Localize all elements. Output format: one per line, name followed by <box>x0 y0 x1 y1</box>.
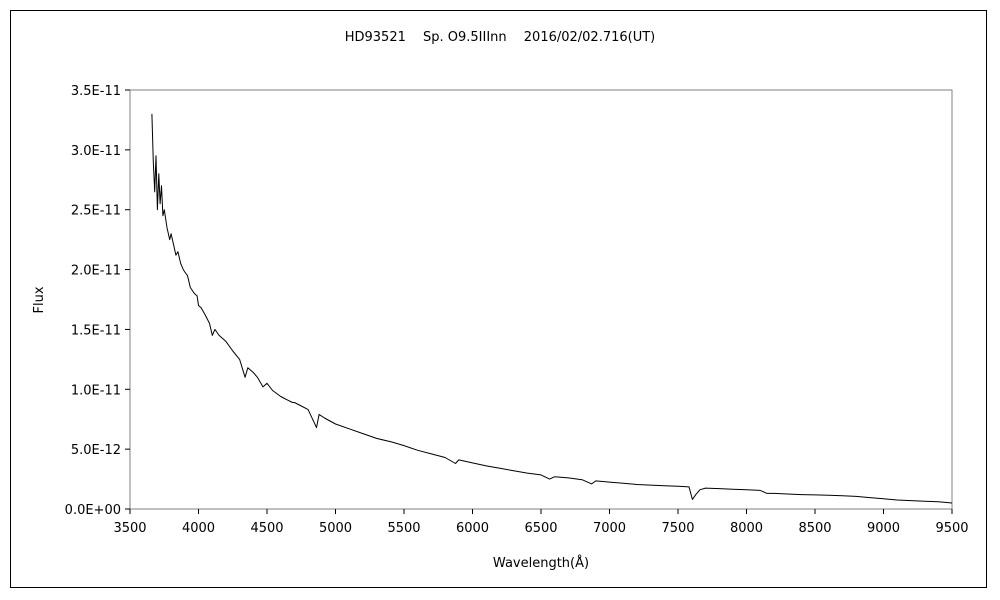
y-tick-label: 0.0E+00 <box>65 503 121 518</box>
x-axis: 3500 4000 4500 5000 5500 6000 6500 7000 7500 8000… <box>113 509 969 536</box>
x-tick-label: 9000 <box>867 521 900 536</box>
y-tick-label: 1.5E-11 <box>71 323 121 338</box>
series-group <box>151 113 953 504</box>
x-tick-label: 4500 <box>250 521 283 536</box>
y-axis-title: Flux <box>32 286 47 313</box>
x-tick-label: 7500 <box>661 521 694 536</box>
x-tick-label: 8500 <box>798 521 831 536</box>
x-tick-label: 3500 <box>113 521 146 536</box>
y-tick-label: 2.5E-11 <box>71 204 121 219</box>
plot-area <box>129 89 953 510</box>
y-tick-label: 5.0E-12 <box>71 443 121 458</box>
y-axis: 0.0E+00 5.0E-12 1.0E-11 1.5E-11 2.0E-11 2.5E-… <box>65 84 130 518</box>
y-tick-label: 3.0E-11 <box>71 144 121 159</box>
x-tick-label: 5500 <box>387 521 420 536</box>
x-tick-label: 8000 <box>730 521 763 536</box>
x-tick-label: 6500 <box>524 521 557 536</box>
x-tick-label: 4000 <box>182 521 215 536</box>
x-tick-label: 7000 <box>593 521 626 536</box>
x-tick-label: 6000 <box>456 521 489 536</box>
series-line-0 <box>151 113 953 504</box>
x-axis-title: Wavelength(Å) <box>493 555 589 571</box>
chart-svg: HD93521 Sp. O9.5IIInn 2016/02/02.716(UT)… <box>32 30 969 571</box>
x-tick-label: 5000 <box>319 521 352 536</box>
y-tick-label: 3.5E-11 <box>71 84 121 99</box>
x-tick-label: 9500 <box>935 521 968 536</box>
chart-title: HD93521 Sp. O9.5IIInn 2016/02/02.716(UT) <box>345 30 656 45</box>
y-tick-label: 1.0E-11 <box>71 383 121 398</box>
y-tick-label: 2.0E-11 <box>71 264 121 279</box>
chart-frame: HD93521 Sp. O9.5IIInn 2016/02/02.716(UT)… <box>10 10 987 588</box>
